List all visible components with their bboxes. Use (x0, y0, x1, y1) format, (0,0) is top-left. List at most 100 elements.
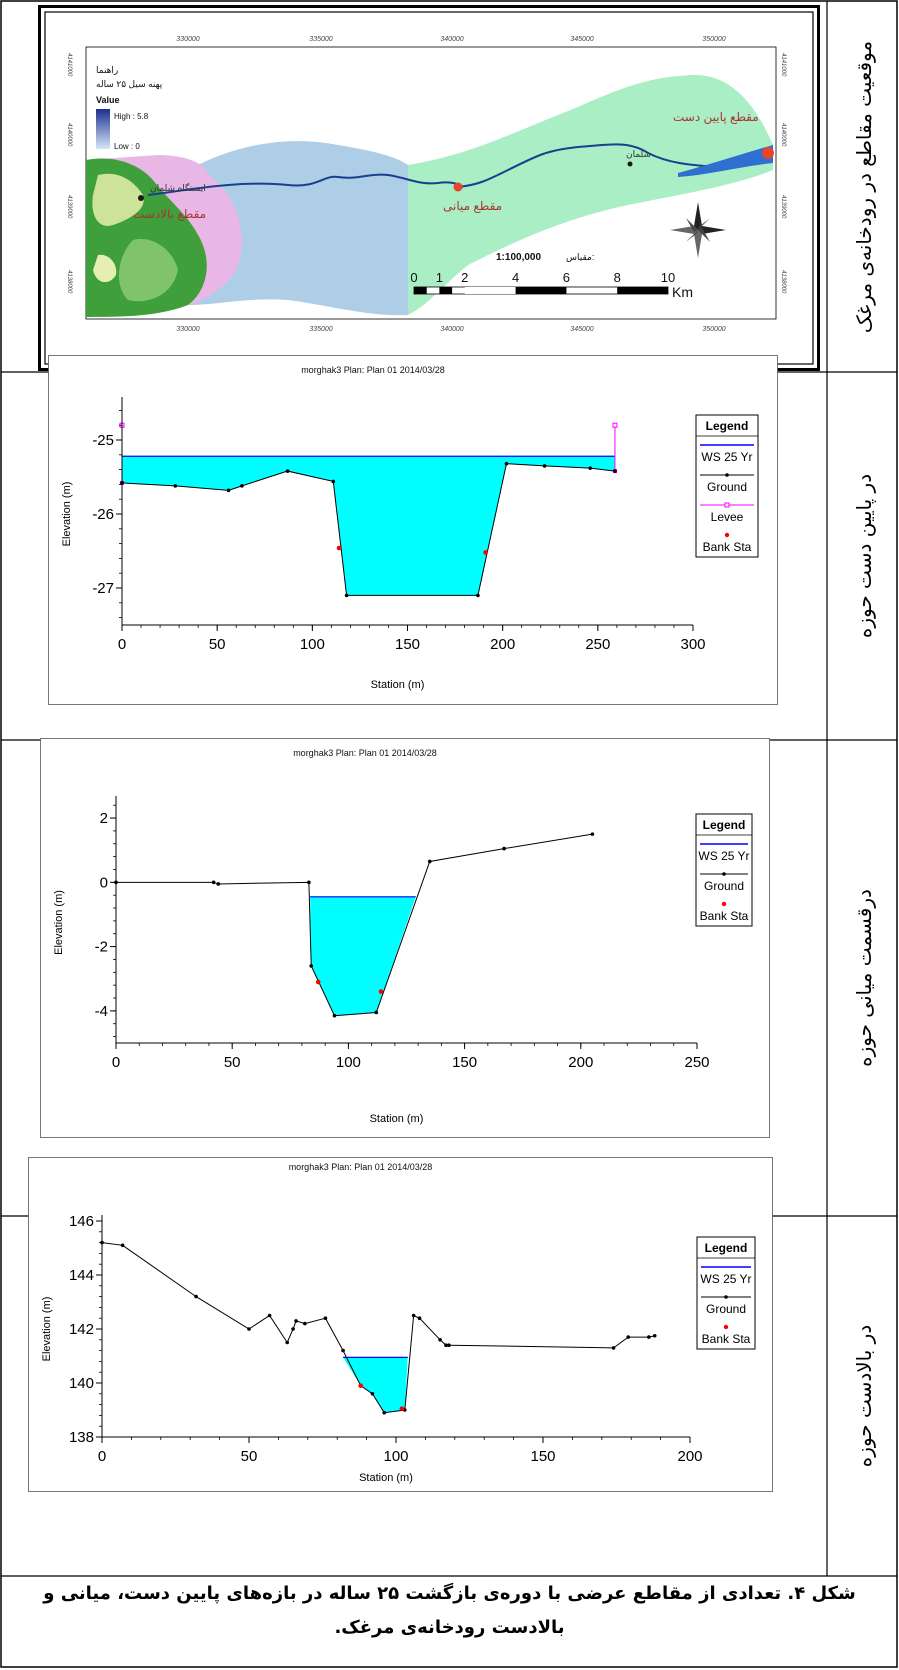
scale-tick-label: 0 (410, 270, 417, 285)
y-tick-label: 0 (100, 874, 108, 891)
row-label-map-text: موقعیت مقاطع در رودخانه‌ی مرغک (852, 40, 877, 333)
map-high-label: High : 5.8 (114, 112, 149, 121)
water-fill (122, 456, 615, 596)
caption-line-1: شکل ۴. تعدادی از مقاطع عرضی با دوره‌ی با… (43, 1583, 856, 1604)
ground-point (588, 466, 593, 470)
y-tick-label: 142 (69, 1321, 94, 1338)
x-tick-label: 100 (383, 1448, 408, 1465)
ground-point (240, 484, 244, 488)
figure-caption: شکل ۴. تعدادی از مقاطع عرضی با دوره‌ی با… (2, 1577, 897, 1645)
ground-point (542, 464, 547, 468)
bank-sta-point (358, 1383, 364, 1388)
scale-bar (413, 286, 669, 295)
chart-legend: Legend WS 25 Yr Ground Bank Sta (696, 1236, 756, 1350)
map-side-tick-left: 4141000 (66, 53, 72, 77)
x-tick-label: 200 (568, 1054, 593, 1071)
ground-point (626, 1335, 631, 1339)
cross-section-upstream-chart: morghak3 Plan: Plan 01 2014/03/28 0 50 100 1… (28, 1157, 773, 1492)
chart-title: morghak3 Plan: Plan 01 2014/03/28 (289, 1162, 433, 1172)
map-side-tick-left: 4139000 (66, 195, 72, 219)
map-side-tick-left: 4138000 (66, 270, 72, 294)
row-label-upstream: در بالادست حوزه (829, 1216, 899, 1576)
ground-point (307, 880, 311, 885)
ground-point (294, 1319, 298, 1323)
y-tick-label: 138 (69, 1429, 94, 1446)
x-tick-label: 0 (112, 1054, 120, 1071)
ground-point (613, 469, 617, 473)
ground-point (173, 484, 178, 488)
label-station: ایستگاه شلمان (150, 182, 206, 193)
legend-item-label: WS 25 Yr (701, 450, 752, 464)
y-tick-label: 146 (69, 1213, 94, 1230)
ground-point (194, 1294, 198, 1299)
scale-unit: Km (672, 284, 693, 300)
ground-point (382, 1410, 387, 1415)
scale-tick-label: 2 (461, 270, 468, 285)
y-tick-label: 2 (100, 810, 108, 827)
scale-prefix: مقیاس: (566, 252, 594, 262)
ground-point (370, 1392, 375, 1396)
legend-bank-swatch (724, 532, 730, 538)
caption-line-2: بالادست رودخانه‌ی مرغک. (334, 1617, 565, 1638)
row-label-downstream-text: در پایین دست حوزه (852, 473, 877, 639)
row-label-middle: درقسمت میانی حوزه (829, 740, 899, 1216)
x-tick-label: 0 (98, 1448, 106, 1465)
x-tick-label: 0 (118, 636, 126, 653)
ground-point (438, 1338, 442, 1342)
label-downstream-section: مقطع پایین دست (673, 110, 759, 125)
map-legend-subtitle: پهنه سیل ۲۵ ساله (96, 79, 163, 89)
scale-tick-label: 10 (661, 270, 675, 285)
downstream-section-marker (762, 147, 774, 159)
cross-section-downstream-chart: morghak3 Plan: Plan 01 2014/03/28 0 50 100 1… (48, 355, 778, 705)
map-bottom-ticks: 330000 335000 340000 345000 350000 (176, 326, 725, 333)
ground-point (447, 1343, 451, 1347)
bank-sta-point (336, 545, 342, 551)
ground-point (611, 1346, 616, 1350)
legend-item-label: Levee (711, 510, 744, 524)
scale-tick-label: 6 (563, 270, 570, 285)
ground-point (309, 964, 314, 968)
ground-point (285, 1340, 290, 1345)
legend-bank-swatch (721, 901, 727, 907)
ground-point (444, 1343, 448, 1347)
bank-sta-point (315, 979, 321, 985)
x-tick-label: 250 (585, 636, 610, 653)
x-tick-label: 150 (395, 636, 420, 653)
water-fill (343, 1357, 408, 1413)
x-axis-label: Station (m) (359, 1472, 413, 1484)
legend-item-label: Bank Sta (700, 909, 749, 923)
y-tick-label: 144 (69, 1267, 94, 1284)
ground-point (303, 1321, 307, 1326)
label-station2: شلمان (626, 149, 651, 159)
map-value-label: Value (96, 95, 120, 105)
water-fill (310, 896, 416, 1016)
cross-section-middle-chart: morghak3 Plan: Plan 01 2014/03/28 0 50 100 1… (40, 738, 770, 1138)
x-tick-label: 300 (680, 636, 705, 653)
y-tick-label: -25 (92, 432, 114, 449)
bank-sta-point (399, 1406, 405, 1411)
ground-point (331, 479, 336, 484)
map-side-ticks: 4141000 4141000 4140000 4140000 4139000 41390… (66, 53, 786, 294)
bank-sta-point (483, 550, 488, 555)
ground-point (417, 1316, 422, 1320)
x-tick-label: 150 (452, 1054, 477, 1071)
map-side-tick-right: 4141000 (780, 53, 786, 77)
chart-legend: Legend WS 25 Yr Ground Bank Sta (695, 813, 753, 927)
legend-title: Legend (706, 419, 749, 433)
basin-area (408, 75, 773, 315)
y-tick-label: 140 (69, 1375, 94, 1392)
x-axis-label: Station (m) (370, 1113, 424, 1125)
middle-section-marker (453, 182, 463, 192)
ground-point (652, 1333, 657, 1338)
station-marker (627, 161, 633, 167)
x-tick-label: 50 (241, 1448, 258, 1465)
legend-item-label: Ground (706, 1302, 746, 1316)
map-top-tick: 335000 (309, 36, 332, 43)
ground-point (267, 1313, 272, 1318)
ground-point (427, 859, 432, 864)
map-top-tick: 350000 (702, 36, 725, 43)
map-side-tick-left: 4140000 (66, 123, 72, 147)
y-tick-label: -2 (95, 939, 108, 956)
y-axis-label: Elevation (m) (61, 482, 73, 547)
chart-legend: Legend WS 25 Yr Ground Levee Bank Sta (695, 414, 759, 558)
